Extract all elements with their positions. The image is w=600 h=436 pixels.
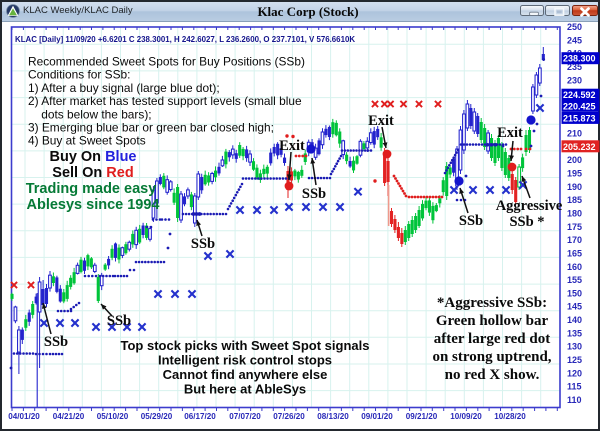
svg-text:SSb: SSb	[107, 313, 131, 329]
svg-text:07/26/20: 07/26/20	[273, 412, 305, 421]
svg-text:SSb: SSb	[459, 213, 483, 229]
svg-text:195: 195	[567, 169, 582, 179]
svg-text:Recommended Sweet Spots for Bu: Recommended Sweet Spots for Buy Position…	[28, 55, 305, 69]
svg-text:110: 110	[567, 395, 582, 405]
svg-text:But here at AbleSys: But here at AbleSys	[184, 382, 306, 397]
svg-text:Sell On Red: Sell On Red	[52, 165, 133, 181]
svg-text:215.873: 215.873	[563, 113, 596, 123]
svg-text:SSb: SSb	[191, 236, 215, 252]
svg-text:3) Emerging blue bar or green: 3) Emerging blue bar or green bar closed…	[28, 121, 274, 135]
svg-text:145: 145	[567, 302, 582, 312]
svg-text:Aggressive: Aggressive	[496, 198, 563, 214]
svg-text:Cannot find anywhere else: Cannot find anywhere else	[163, 367, 328, 382]
svg-text:235: 235	[567, 62, 582, 72]
svg-text:SSb: SSb	[302, 186, 326, 202]
svg-text:4) Buy at Sweet Spots: 4) Buy at Sweet Spots	[28, 134, 146, 148]
svg-text:130: 130	[567, 342, 582, 352]
svg-text:Green hollow bar: Green hollow bar	[436, 313, 549, 329]
svg-text:KLAC [Daily] 11/09/20 +6.6201: KLAC [Daily] 11/09/20 +6.6201 C 238.3001…	[15, 35, 355, 44]
svg-text:09/21/20: 09/21/20	[406, 412, 438, 421]
svg-text:135: 135	[567, 328, 582, 338]
svg-text:SSb: SSb	[44, 334, 68, 350]
svg-text:10/09/20: 10/09/20	[450, 412, 482, 421]
svg-text:Exit: Exit	[497, 125, 523, 141]
svg-text:SSb *: SSb *	[509, 214, 544, 230]
svg-text:05/10/20: 05/10/20	[97, 412, 129, 421]
svg-text:210: 210	[567, 129, 582, 139]
svg-text:on strong uptrend,: on strong uptrend,	[432, 349, 551, 365]
svg-text:180: 180	[567, 209, 582, 219]
svg-text:220.425: 220.425	[563, 101, 596, 111]
svg-text:238.300: 238.300	[563, 54, 596, 64]
svg-text:Exit: Exit	[368, 113, 394, 129]
svg-text:04/01/20: 04/01/20	[8, 412, 40, 421]
svg-text:150: 150	[567, 288, 582, 298]
svg-text:no red X show.: no red X show.	[445, 367, 540, 383]
svg-text:05/29/20: 05/29/20	[141, 412, 173, 421]
svg-text:Ablesys since 1994: Ablesys since 1994	[26, 197, 159, 213]
svg-text:250: 250	[567, 22, 582, 32]
svg-text:Buy On Blue: Buy On Blue	[49, 149, 136, 165]
svg-text:Top stock picks with Sweet Spo: Top stock picks with Sweet Spot signals	[121, 338, 370, 353]
svg-text:205.232: 205.232	[563, 142, 596, 152]
svg-text:160: 160	[567, 262, 582, 272]
svg-text:09/01/20: 09/01/20	[361, 412, 393, 421]
svg-text:155: 155	[567, 275, 582, 285]
svg-text:224.592: 224.592	[563, 90, 596, 100]
svg-text:2) After market has tested sup: 2) After market has tested support level…	[28, 94, 302, 108]
svg-text:200: 200	[567, 155, 582, 165]
svg-text:*Aggressive SSb:: *Aggressive SSb:	[437, 295, 547, 311]
svg-text:Trading made easy: Trading made easy	[26, 181, 157, 197]
svg-text:175: 175	[567, 222, 582, 232]
svg-text:Conditions for SSb:: Conditions for SSb:	[28, 68, 130, 82]
svg-text:Intelligent risk control stops: Intelligent risk control stops	[158, 353, 332, 368]
svg-text:140: 140	[567, 315, 582, 325]
svg-text:after large red dot: after large red dot	[434, 331, 551, 347]
svg-text:185: 185	[567, 195, 582, 205]
svg-text:06/17/20: 06/17/20	[184, 412, 216, 421]
svg-text:115: 115	[567, 382, 582, 392]
svg-text:dots below the bars);: dots below the bars);	[28, 107, 152, 121]
svg-text:125: 125	[567, 355, 582, 365]
svg-text:10/28/20: 10/28/20	[494, 412, 526, 421]
svg-text:07/07/20: 07/07/20	[229, 412, 261, 421]
svg-text:190: 190	[567, 182, 582, 192]
svg-text:170: 170	[567, 235, 582, 245]
svg-text:245: 245	[567, 35, 582, 45]
svg-text:120: 120	[567, 368, 582, 378]
svg-text:165: 165	[567, 248, 582, 258]
svg-text:230: 230	[567, 75, 582, 85]
svg-text:Exit: Exit	[279, 138, 305, 154]
svg-text:08/13/20: 08/13/20	[317, 412, 349, 421]
svg-text:1) After a buy signal (large b: 1) After a buy signal (large blue dot);	[28, 81, 220, 95]
svg-text:04/21/20: 04/21/20	[53, 412, 85, 421]
